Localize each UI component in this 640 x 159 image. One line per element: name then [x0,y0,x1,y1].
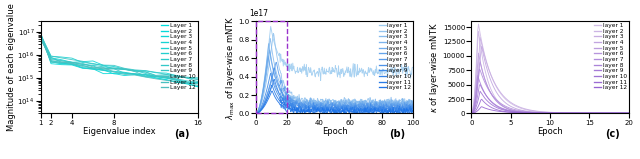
Text: 1e17: 1e17 [250,9,269,18]
Text: (b): (b) [389,129,406,139]
Y-axis label: $\lambda_{\max}$ of layer-wise mNTK: $\lambda_{\max}$ of layer-wise mNTK [224,15,237,120]
Text: (a): (a) [174,129,190,139]
Legend: layer 1, layer 2, layer 3, layer 4, layer 5, layer 6, layer 7, layer 8, layer 9,: layer 1, layer 2, layer 3, layer 4, laye… [593,22,627,91]
Y-axis label: $\kappa$ of layer-wise mNTK: $\kappa$ of layer-wise mNTK [428,22,441,113]
Y-axis label: Magnitude of each eigenvalue: Magnitude of each eigenvalue [7,3,16,131]
Legend: Layer 1, Layer 2, Layer 3, Layer 4, Layer 5, Layer 6, Layer 7, Layer 8, Layer 9,: Layer 1, Layer 2, Layer 3, Layer 4, Laye… [161,22,196,91]
Legend: layer 1, layer 2, layer 3, layer 4, layer 5, layer 6, layer 7, layer 8, layer 9,: layer 1, layer 2, layer 3, layer 4, laye… [378,22,412,91]
X-axis label: Eigenvalue index: Eigenvalue index [83,127,156,136]
Bar [256,21,287,114]
X-axis label: Epoch: Epoch [322,127,348,136]
Text: (c): (c) [605,129,620,139]
X-axis label: Epoch: Epoch [537,127,563,136]
